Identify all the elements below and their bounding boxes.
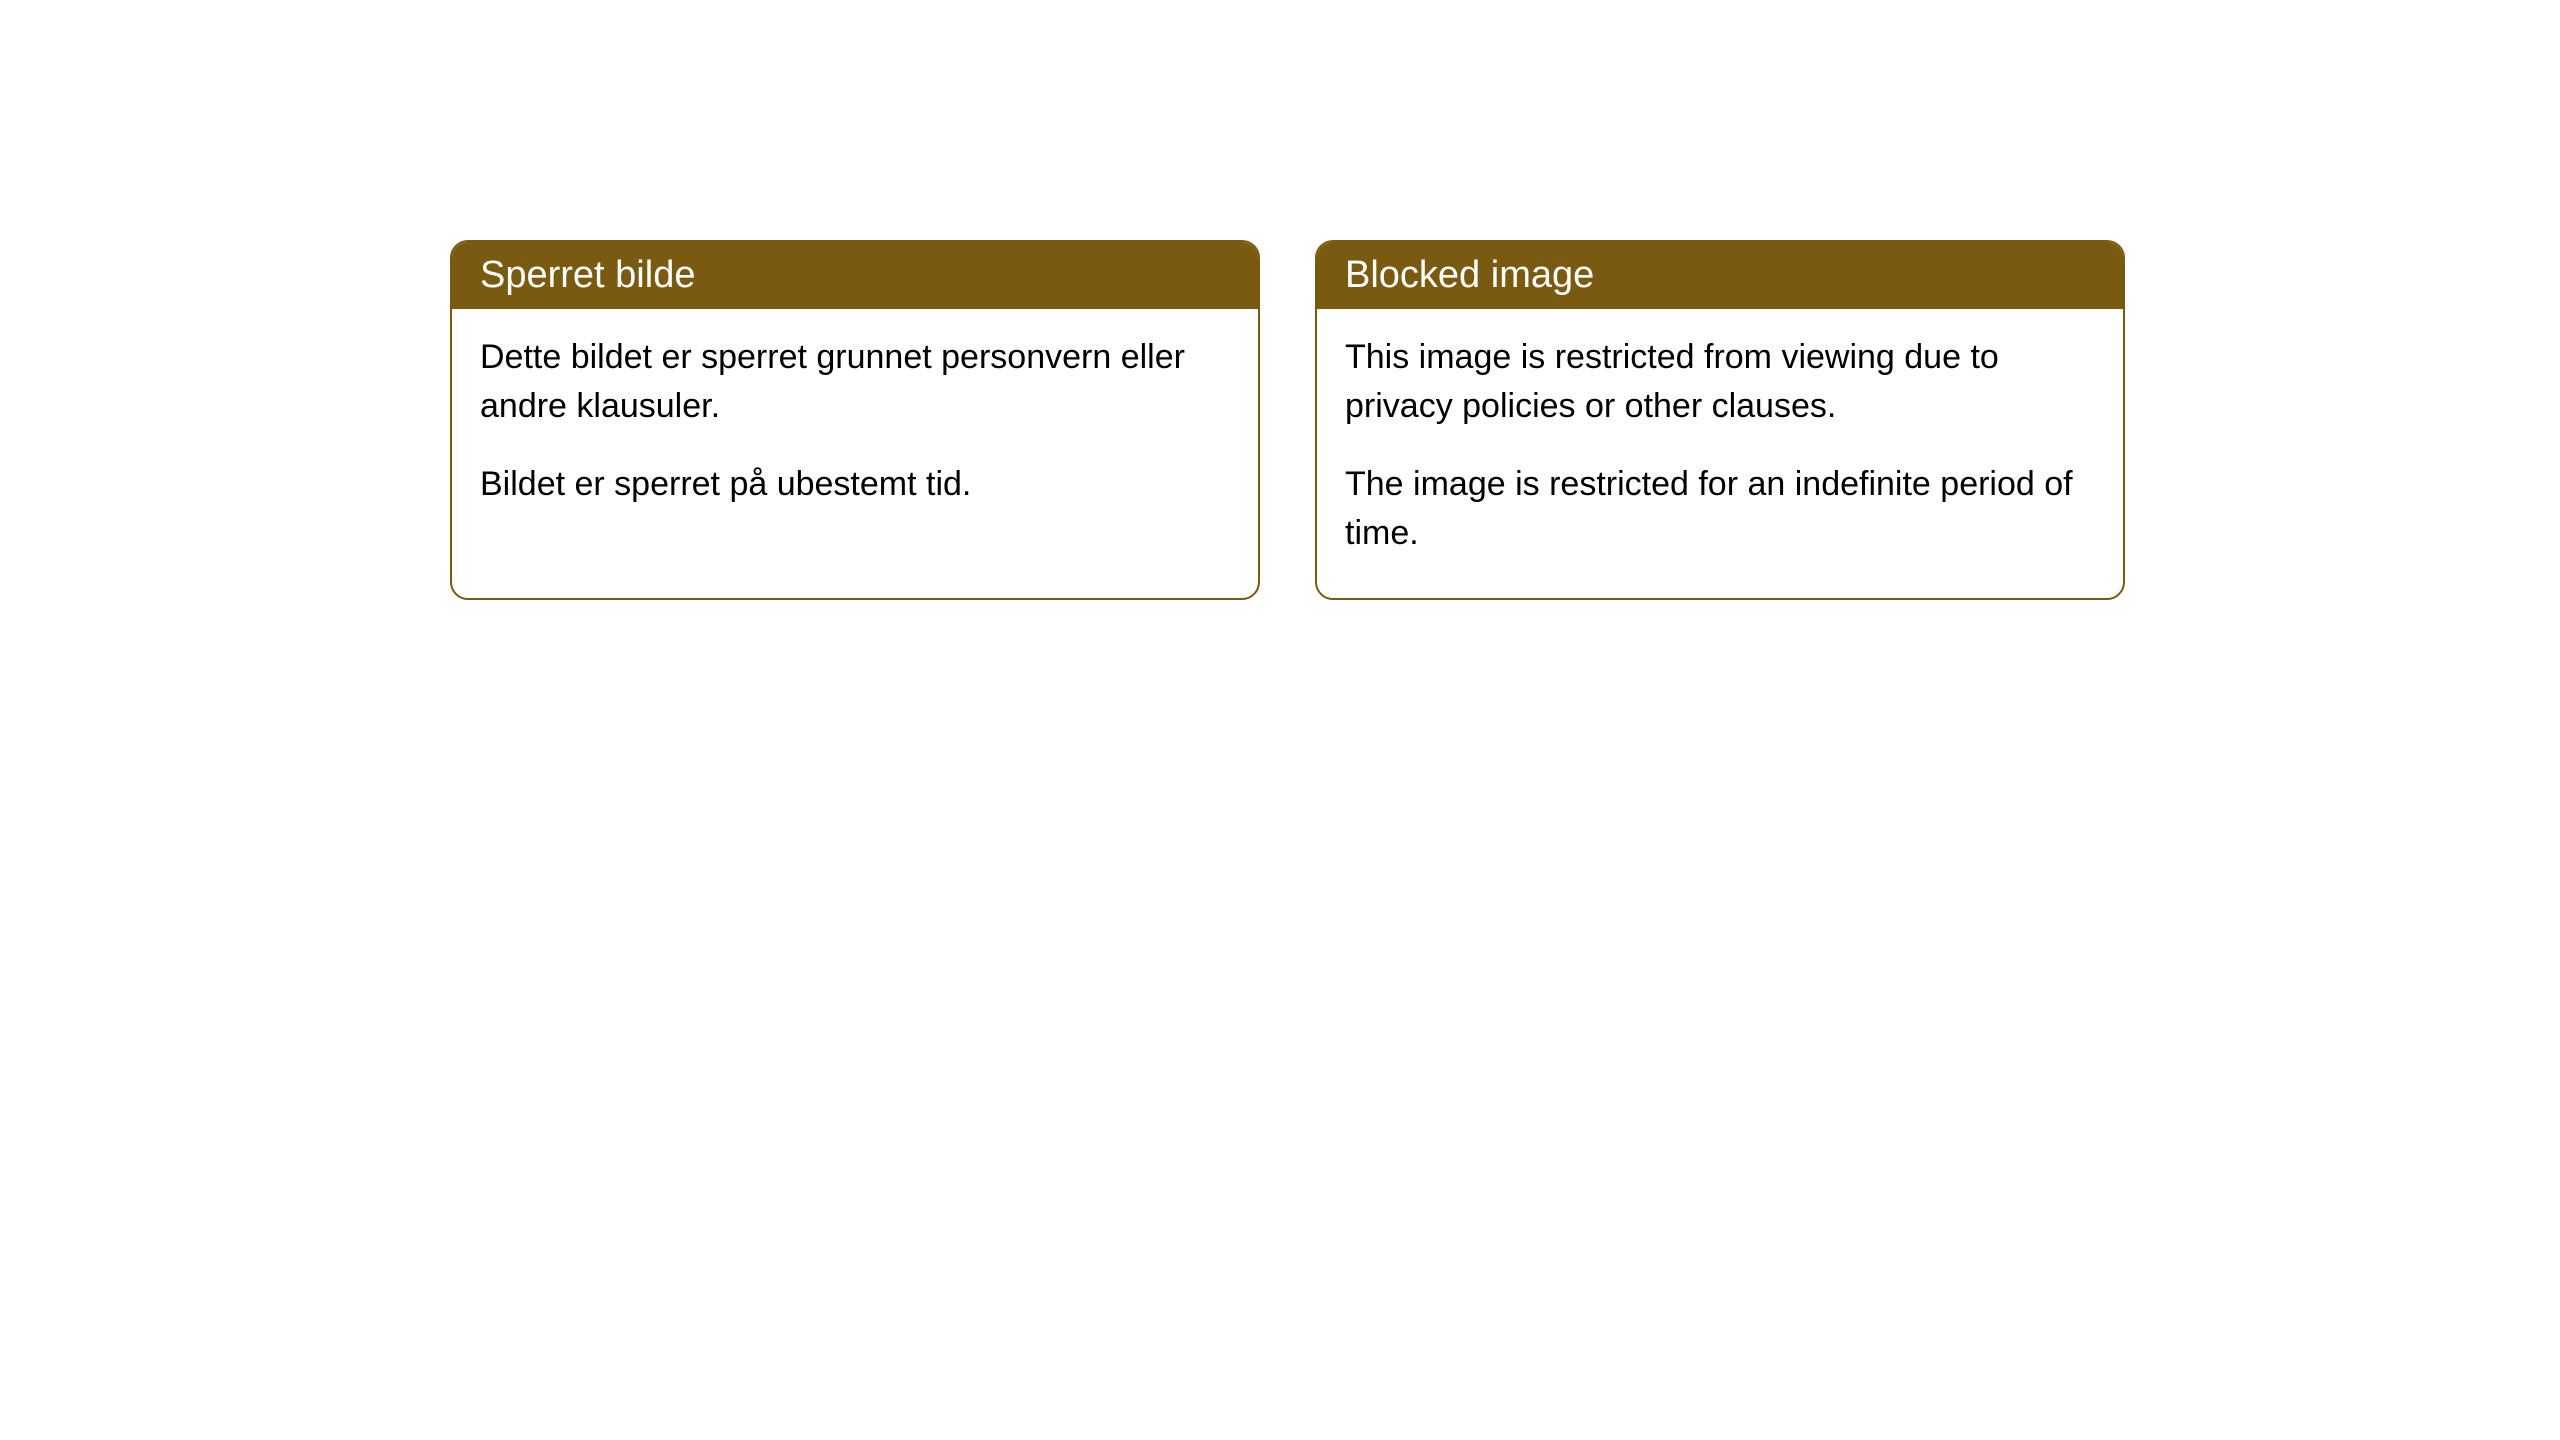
card-paragraph: Bildet er sperret på ubestemt tid. — [480, 460, 1230, 509]
card-norwegian: Sperret bilde Dette bildet er sperret gr… — [450, 240, 1260, 600]
card-header-norwegian: Sperret bilde — [452, 242, 1258, 309]
card-paragraph: The image is restricted for an indefinit… — [1345, 460, 2095, 559]
card-header-english: Blocked image — [1317, 242, 2123, 309]
card-english: Blocked image This image is restricted f… — [1315, 240, 2125, 600]
card-body-norwegian: Dette bildet er sperret grunnet personve… — [452, 309, 1258, 549]
card-paragraph: Dette bildet er sperret grunnet personve… — [480, 333, 1230, 432]
cards-container: Sperret bilde Dette bildet er sperret gr… — [450, 240, 2125, 600]
card-paragraph: This image is restricted from viewing du… — [1345, 333, 2095, 432]
card-body-english: This image is restricted from viewing du… — [1317, 309, 2123, 598]
